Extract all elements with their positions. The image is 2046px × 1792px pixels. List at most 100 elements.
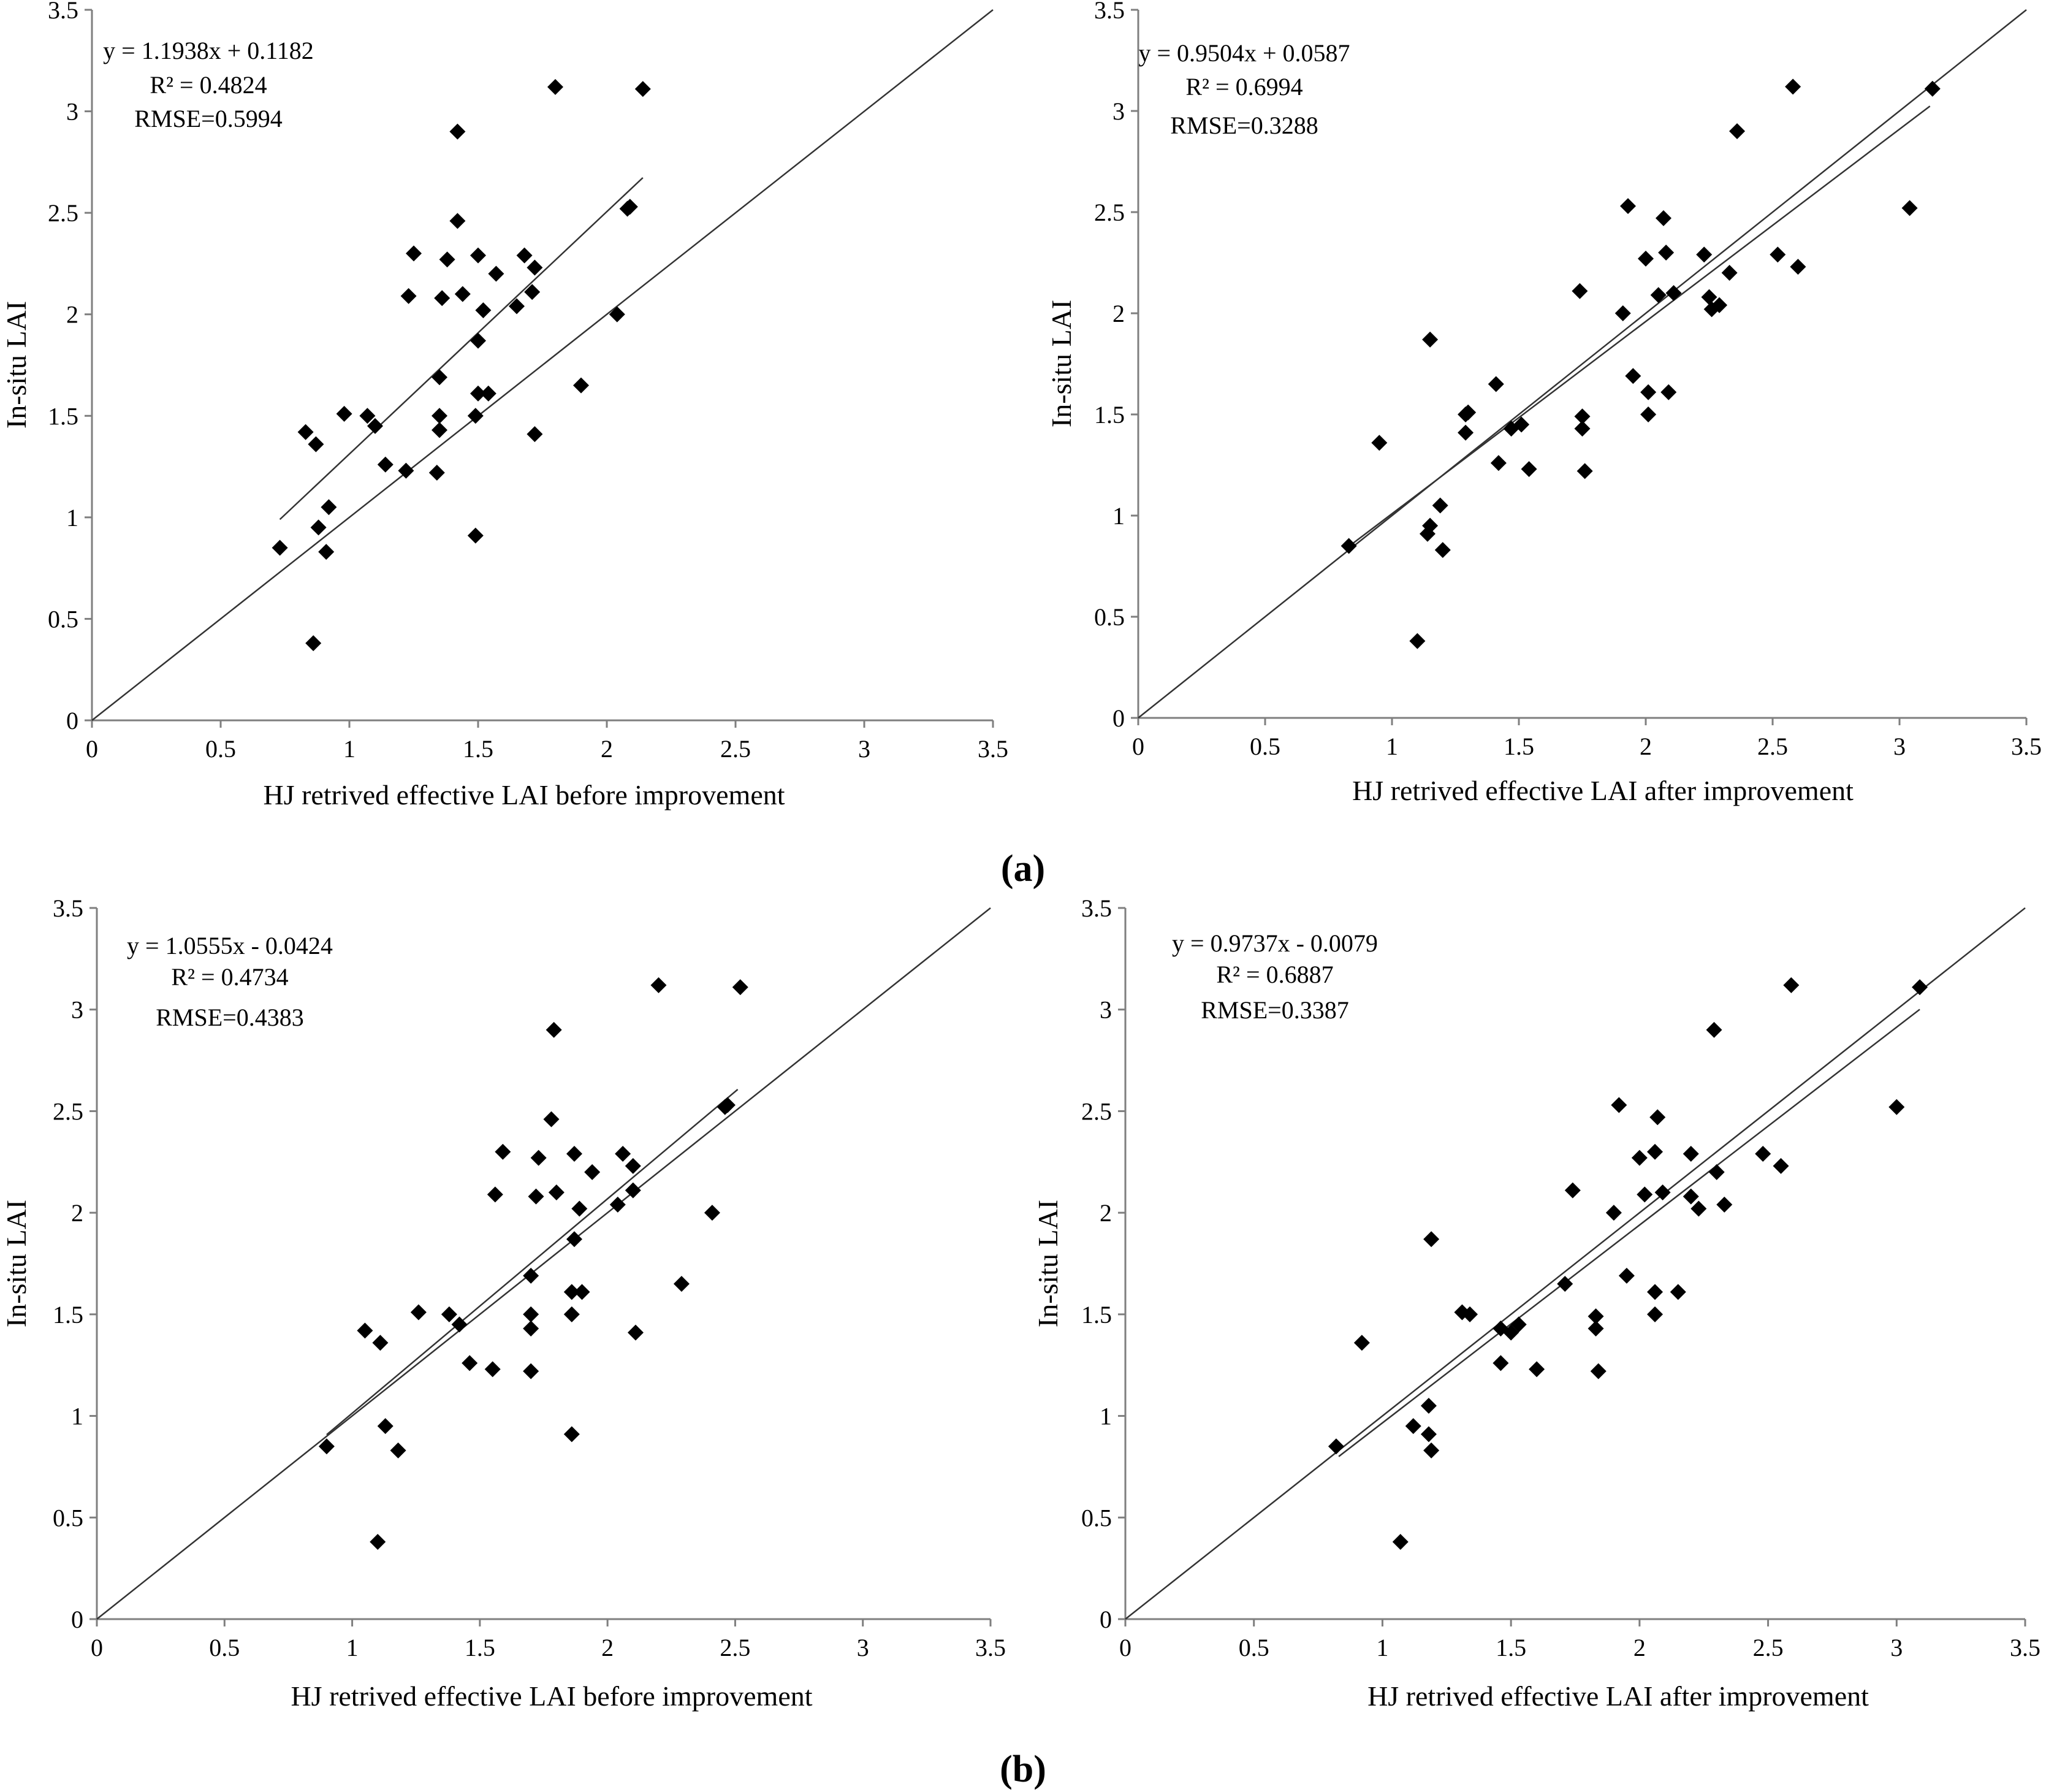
x-tick-label: 0.5 [1250,733,1280,760]
y-tick-label: 1.5 [1081,1301,1112,1329]
data-point [1912,979,1928,996]
regression-equation: y = 0.9737x - 0.0079 [1172,929,1378,957]
data-point [1638,250,1654,267]
data-point [1422,517,1439,534]
x-tick-label: 2 [601,1634,614,1661]
data-point [1529,1361,1545,1378]
y-tick-label: 1.5 [48,402,78,430]
y-axis-label: In-situ LAI [1032,1200,1063,1327]
data-point [523,1321,539,1337]
data-point [1721,265,1738,281]
data-point [1647,1143,1664,1160]
x-tick-label: 2.5 [1753,1634,1784,1661]
data-point [547,78,563,95]
data-point [1650,287,1667,303]
data-point [1924,80,1941,97]
data-point [548,1184,565,1200]
y-axis-label: In-situ LAI [1,1200,32,1327]
data-point [318,1438,335,1455]
data-point [470,385,486,402]
data-point [574,1284,590,1300]
x-tick-label: 2 [1640,733,1652,760]
x-tick-label: 3 [1893,733,1906,760]
one-to-one-line [96,907,991,1620]
one-to-one-line [91,9,994,721]
x-tick-label: 0.5 [205,735,236,763]
data-point [297,424,314,440]
data-point [1328,1438,1344,1455]
data-point [1770,246,1786,263]
data-point [1647,1306,1664,1322]
y-tick-label: 2.5 [1094,199,1125,226]
data-point [449,123,466,140]
data-point [1729,123,1746,139]
data-point [1783,977,1800,993]
data-point [527,426,543,443]
x-tick-label: 3.5 [2010,1634,2040,1661]
one-to-one-line [1125,907,2026,1620]
data-point [622,199,638,215]
data-point [308,436,324,452]
data-point [566,1146,582,1162]
data-point [609,306,625,322]
data-point [454,286,471,302]
data-point [1588,1308,1604,1325]
data-point [615,1146,631,1162]
rmse-label: RMSE=0.5994 [134,105,282,132]
data-point [1716,1196,1733,1213]
y-tick-label: 3 [71,996,83,1024]
regression-equation: y = 1.0555x - 0.0424 [127,932,333,959]
data-point [1658,245,1675,261]
data-point [1696,246,1713,263]
data-point [1405,1418,1421,1435]
data-point [1488,376,1504,392]
data-point [1574,408,1591,425]
data-point [1462,1306,1478,1322]
panel-label-b: (b) [1000,1748,1046,1790]
data-point [1353,1335,1370,1351]
y-tick-label: 1.5 [1094,401,1125,429]
y-axis-label: In-situ LAI [1,301,32,429]
data-point [1665,285,1682,301]
data-point [1564,1182,1581,1199]
y-tick-label: 1.5 [53,1301,83,1329]
rmse-label: RMSE=0.4383 [156,1004,303,1031]
data-point [1690,1200,1707,1217]
data-point [1888,1099,1905,1115]
data-point [524,284,541,300]
data-point [523,1363,539,1379]
data-point [475,302,492,319]
data-point [571,1200,588,1217]
data-point [1423,1231,1440,1248]
data-point [650,977,667,993]
data-point [1701,289,1717,305]
x-tick-label: 1.5 [465,1634,495,1661]
data-point [336,405,352,422]
data-point [488,265,504,282]
data-point [1341,538,1357,554]
data-point [1371,435,1388,451]
x-tick-label: 3.5 [975,1634,1006,1661]
x-tick-label: 2 [1633,1634,1646,1661]
data-point [523,1306,539,1322]
data-point [563,1306,580,1322]
panel-label-a: (a) [1001,848,1045,890]
x-tick-label: 0 [91,1634,103,1661]
data-point [432,369,447,386]
x-tick-label: 0.5 [209,1634,240,1661]
data-point [398,462,414,479]
x-tick-label: 1.5 [1504,733,1534,760]
x-tick-label: 1 [1386,733,1398,760]
data-point [1458,424,1474,441]
data-point [509,298,525,315]
rmse-label: RMSE=0.3288 [1170,112,1318,139]
data-point [528,1188,544,1205]
x-tick-label: 3.5 [2011,733,2042,760]
data-point [372,1335,389,1351]
data-point [609,1196,626,1213]
data-point [1625,368,1641,384]
data-point [441,1306,457,1322]
x-tick-label: 1 [346,1634,359,1661]
y-tick-label: 0 [1100,1606,1112,1633]
r-squared-label: R² = 0.6994 [1185,73,1303,101]
